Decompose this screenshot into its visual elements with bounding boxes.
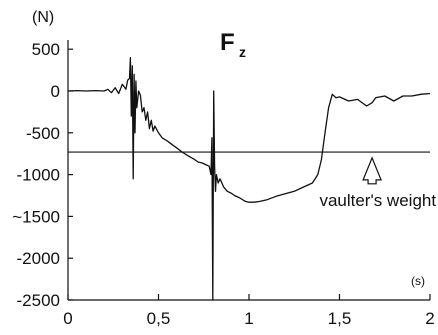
y-tick-label: -2500	[17, 291, 60, 310]
x-tick-label: 0,5	[147, 309, 171, 328]
y-axis: 500 0 -500 -1000 ~1500 -2000 -2500	[12, 40, 73, 310]
chart-title: F	[220, 29, 235, 56]
x-tick-label: 1,5	[328, 309, 352, 328]
x-tick-label: 0	[63, 309, 72, 328]
y-unit-label: (N)	[32, 9, 54, 26]
x-unit-label: (s)	[411, 274, 425, 288]
y-tick-label: 0	[51, 82, 60, 101]
fz-series-line	[67, 56, 431, 301]
y-tick-label: -2000	[17, 249, 60, 268]
chart-title-subscript: z	[239, 44, 246, 60]
x-tick-label: 1	[244, 309, 253, 328]
y-tick-label: -500	[26, 124, 60, 143]
x-axis: 0 0,5 1 1,5 2	[63, 294, 435, 328]
plot-series	[67, 56, 431, 301]
y-tick-label: ~1500	[12, 207, 60, 226]
x-tick-label: 2	[425, 309, 434, 328]
y-tick-label: -1000	[17, 166, 60, 185]
y-tick-label: 500	[32, 40, 60, 59]
weight-arrow	[362, 156, 382, 185]
annotation-label: vaulter's weight	[319, 191, 436, 210]
annotation: vaulter's weight	[319, 156, 436, 210]
